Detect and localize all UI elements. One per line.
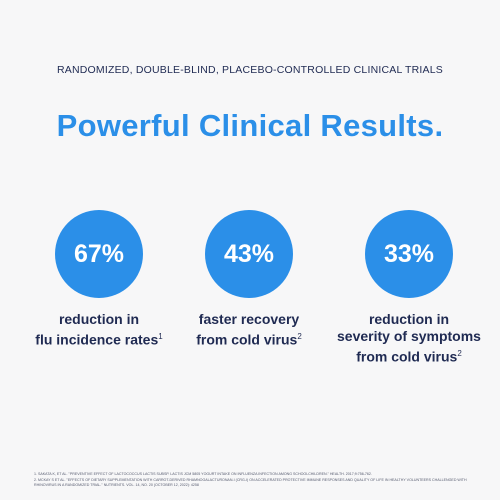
stat-line: from cold virus xyxy=(196,331,298,348)
footnote-ref: 1 xyxy=(158,332,163,341)
stat-description: reduction in flu incidence rates1 xyxy=(19,311,179,349)
footnote-1: 1. SAKATA K, ET AL. "PREVENTIVE EFFECT O… xyxy=(34,472,372,476)
stat-recovery: 43% faster recovery from cold virus2 xyxy=(169,210,329,349)
headline: Powerful Clinical Results. xyxy=(56,108,444,143)
stat-circle: 67% xyxy=(55,210,143,298)
stat-line: severity of symptoms xyxy=(337,328,481,344)
stat-line: faster recovery xyxy=(198,311,300,327)
stat-circle: 43% xyxy=(205,210,293,298)
stat-line: from cold virus xyxy=(356,348,458,365)
footnote-2: 2. MCKAY S ET AL. "EFFECTS OF DIETARY SU… xyxy=(34,478,467,487)
stat-flu-incidence: 67% reduction in flu incidence rates1 xyxy=(19,210,179,349)
stat-line: flu incidence rates xyxy=(35,331,159,348)
stat-circle: 33% xyxy=(365,210,453,298)
stat-line: reduction in xyxy=(58,311,140,327)
kicker-text: RANDOMIZED, DOUBLE-BLIND, PLACEBO-CONTRO… xyxy=(57,64,443,76)
stat-line: reduction in xyxy=(368,311,450,327)
stat-symptom-severity: 33% reduction in severity of symptoms fr… xyxy=(329,210,489,366)
footnote-ref: 2 xyxy=(297,332,302,341)
footnote-ref: 2 xyxy=(457,349,462,358)
stat-description: faster recovery from cold virus2 xyxy=(169,311,329,349)
stat-description: reduction in severity of symptoms from c… xyxy=(329,311,489,366)
